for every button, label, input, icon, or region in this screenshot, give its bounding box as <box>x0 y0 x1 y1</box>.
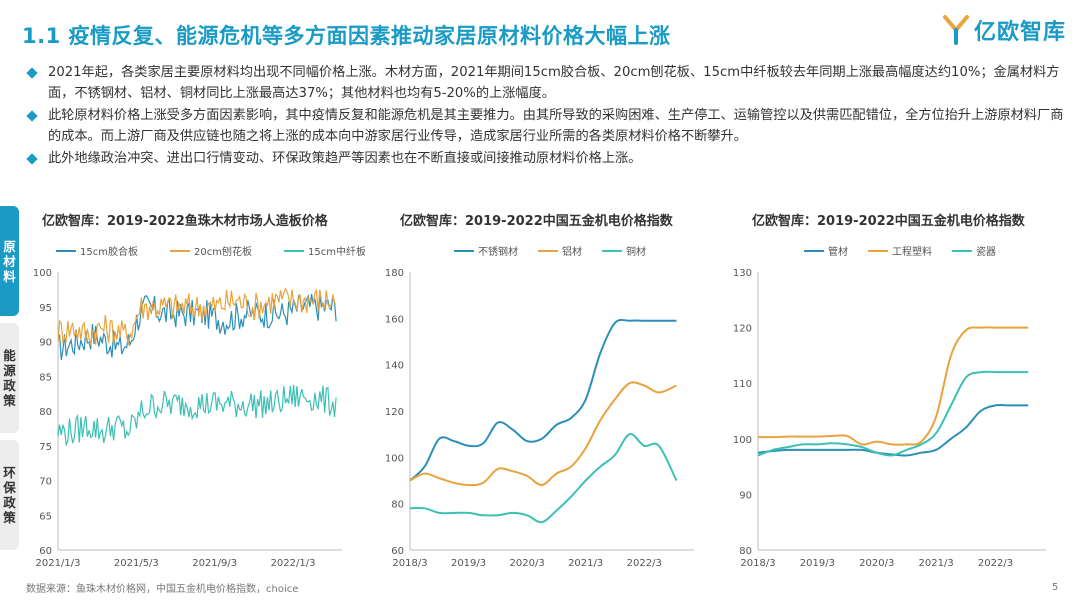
series-line <box>757 370 1029 457</box>
legend-label: 20cm刨花板 <box>194 245 252 258</box>
y-tick-label: 60 <box>39 546 52 557</box>
y-tick-label: 140 <box>385 361 404 372</box>
y-tick-label: 110 <box>733 379 752 390</box>
y-tick-label: 90 <box>39 338 52 349</box>
page-title: 1.1 疫情反复、能源危机等多方面因素推动家居原材料价格大幅上涨 <box>22 24 671 48</box>
x-tick-label: 2022/3 <box>627 558 662 569</box>
x-tick-label: 2019/3 <box>451 558 486 569</box>
x-tick-label: 2022/3 <box>978 558 1013 569</box>
legend-item: 铜材 <box>602 245 646 258</box>
x-tick-label: 2018/3 <box>392 558 427 569</box>
side-tab-label: 原材料 <box>3 238 16 284</box>
legend-item: 瓷器 <box>952 245 996 258</box>
legend-label: 工程塑料 <box>892 245 932 258</box>
y-tick-label: 80 <box>39 407 52 418</box>
y-tick-label: 65 <box>39 511 52 522</box>
x-tick-label: 2020/3 <box>859 558 894 569</box>
metal-price-index-chart: 不锈钢材 铝材 铜材 60 80 100 120 140 160 180 2018/3 2019/3 2… <box>385 245 694 569</box>
chart-legend: 管材 工程塑料 瓷器 <box>804 245 996 258</box>
y-tick-label: 85 <box>39 372 52 383</box>
chart-title-metals: 亿欧智库：2019-2022中国五金机电价格指数 <box>400 214 673 229</box>
y-tick-label: 80 <box>391 500 404 511</box>
logo-text: 亿欧智库 <box>974 20 1067 45</box>
legend-item: 工程塑料 <box>868 245 932 258</box>
x-tick-label: 2021/3 <box>568 558 603 569</box>
legend-item: 20cm刨花板 <box>170 245 252 258</box>
series-line <box>757 404 1029 457</box>
diamond-bullet-icon <box>26 110 38 122</box>
side-tab-raw-materials[interactable]: 原材料 <box>0 206 19 316</box>
series-line <box>57 287 337 346</box>
y-tick-label: 60 <box>391 546 404 557</box>
series-line <box>409 433 678 524</box>
logo: 亿欧智库 <box>942 14 1066 46</box>
side-tab-label: 能源政策 <box>3 348 16 408</box>
x-tick-label: 2021/5/3 <box>114 558 159 569</box>
source-note: 数据来源：鱼珠木材价格网，中国五金机电价格指数，choice <box>26 584 299 595</box>
legend-label: 铜材 <box>626 245 646 258</box>
diamond-bullet-icon <box>26 67 38 79</box>
bullet-item: 此轮原材料价格上涨受多方面因素影响，其中疫情反复和能源危机是其主要推力。由其所导… <box>26 105 1066 147</box>
bullet-list: 2021年起，各类家居主要原材料均出现不同幅价格上涨。木材方面，2021年期间1… <box>26 62 1066 170</box>
materials-price-index-chart: 管材 工程塑料 瓷器 80 90 100 110 120 130 2018/3 2019/3 2020… <box>733 245 1046 569</box>
wood-panel-price-chart: 15cm胶合板 20cm刨花板 15cm中纤板 60 65 70 75 80 85 90 95 100… <box>33 245 365 569</box>
legend-label: 不锈钢材 <box>478 245 518 258</box>
legend-item: 管材 <box>804 245 848 258</box>
legend-label: 15cm中纤板 <box>308 245 365 258</box>
x-tick-label: 2019/3 <box>800 558 835 569</box>
series-line <box>409 381 677 487</box>
legend-label: 瓷器 <box>976 245 996 258</box>
y-tick-label: 90 <box>739 490 752 501</box>
yiou-logo-icon <box>943 15 969 45</box>
series-line <box>757 326 1029 446</box>
y-tick-label: 95 <box>39 303 52 314</box>
side-tab-label: 环保政策 <box>3 465 16 525</box>
y-tick-label: 80 <box>739 546 752 557</box>
chart-title-materials: 亿欧智库：2019-2022中国五金机电价格指数 <box>752 214 1025 229</box>
legend-label: 管材 <box>828 245 848 258</box>
legend-item: 15cm胶合板 <box>56 245 138 258</box>
y-tick-label: 100 <box>733 435 752 446</box>
legend-label: 15cm胶合板 <box>80 245 138 258</box>
x-tick-label: 2021/1/3 <box>36 558 81 569</box>
side-tab-energy-policy[interactable]: 能源政策 <box>0 323 19 433</box>
bullet-item: 此外地缘政治冲突、进出口行情变动、环保政策趋严等因素也在不断直接或间接推动原材料… <box>26 148 1066 169</box>
chart-legend: 不锈钢材 铝材 铜材 <box>454 245 646 258</box>
y-tick-label: 160 <box>385 314 404 325</box>
y-tick-label: 120 <box>385 407 404 418</box>
x-tick-label: 2021/9/3 <box>192 558 237 569</box>
chart-title-wood: 亿欧智库：2019-2022鱼珠木材市场人造板价格 <box>42 214 328 229</box>
bullet-text: 此轮原材料价格上涨受多方面因素影响，其中疫情反复和能源危机是其主要推力。由其所导… <box>48 108 1064 144</box>
y-tick-label: 120 <box>733 324 752 335</box>
bullet-item: 2021年起，各类家居主要原材料均出现不同幅价格上涨。木材方面，2021年期间1… <box>26 62 1066 104</box>
x-tick-label: 2020/3 <box>510 558 545 569</box>
legend-item: 铝材 <box>538 245 582 258</box>
bullet-text: 此外地缘政治冲突、进出口行情变动、环保政策趋严等因素也在不断直接或间接推动原材料… <box>48 151 642 166</box>
y-tick-label: 100 <box>33 268 52 279</box>
bullet-text: 2021年起，各类家居主要原材料均出现不同幅价格上涨。木材方面，2021年期间1… <box>48 65 1060 101</box>
chart-legend: 15cm胶合板 20cm刨花板 15cm中纤板 <box>56 245 365 258</box>
legend-item: 15cm中纤板 <box>284 245 365 258</box>
legend-item: 不锈钢材 <box>454 245 518 258</box>
diamond-bullet-icon <box>26 153 38 165</box>
side-tab-environmental-policy[interactable]: 环保政策 <box>0 440 19 550</box>
y-tick-label: 180 <box>385 268 404 279</box>
legend-label: 铝材 <box>562 245 582 258</box>
y-tick-label: 75 <box>39 442 52 453</box>
y-tick-label: 70 <box>39 477 52 488</box>
page-number: 5 <box>1052 582 1059 593</box>
x-tick-label: 2022/1/3 <box>271 558 316 569</box>
y-tick-label: 130 <box>733 268 752 279</box>
y-tick-label: 100 <box>385 453 404 464</box>
x-tick-label: 2021/3 <box>919 558 954 569</box>
series-line <box>409 318 677 482</box>
series-line <box>57 384 337 447</box>
x-tick-label: 2018/3 <box>740 558 775 569</box>
